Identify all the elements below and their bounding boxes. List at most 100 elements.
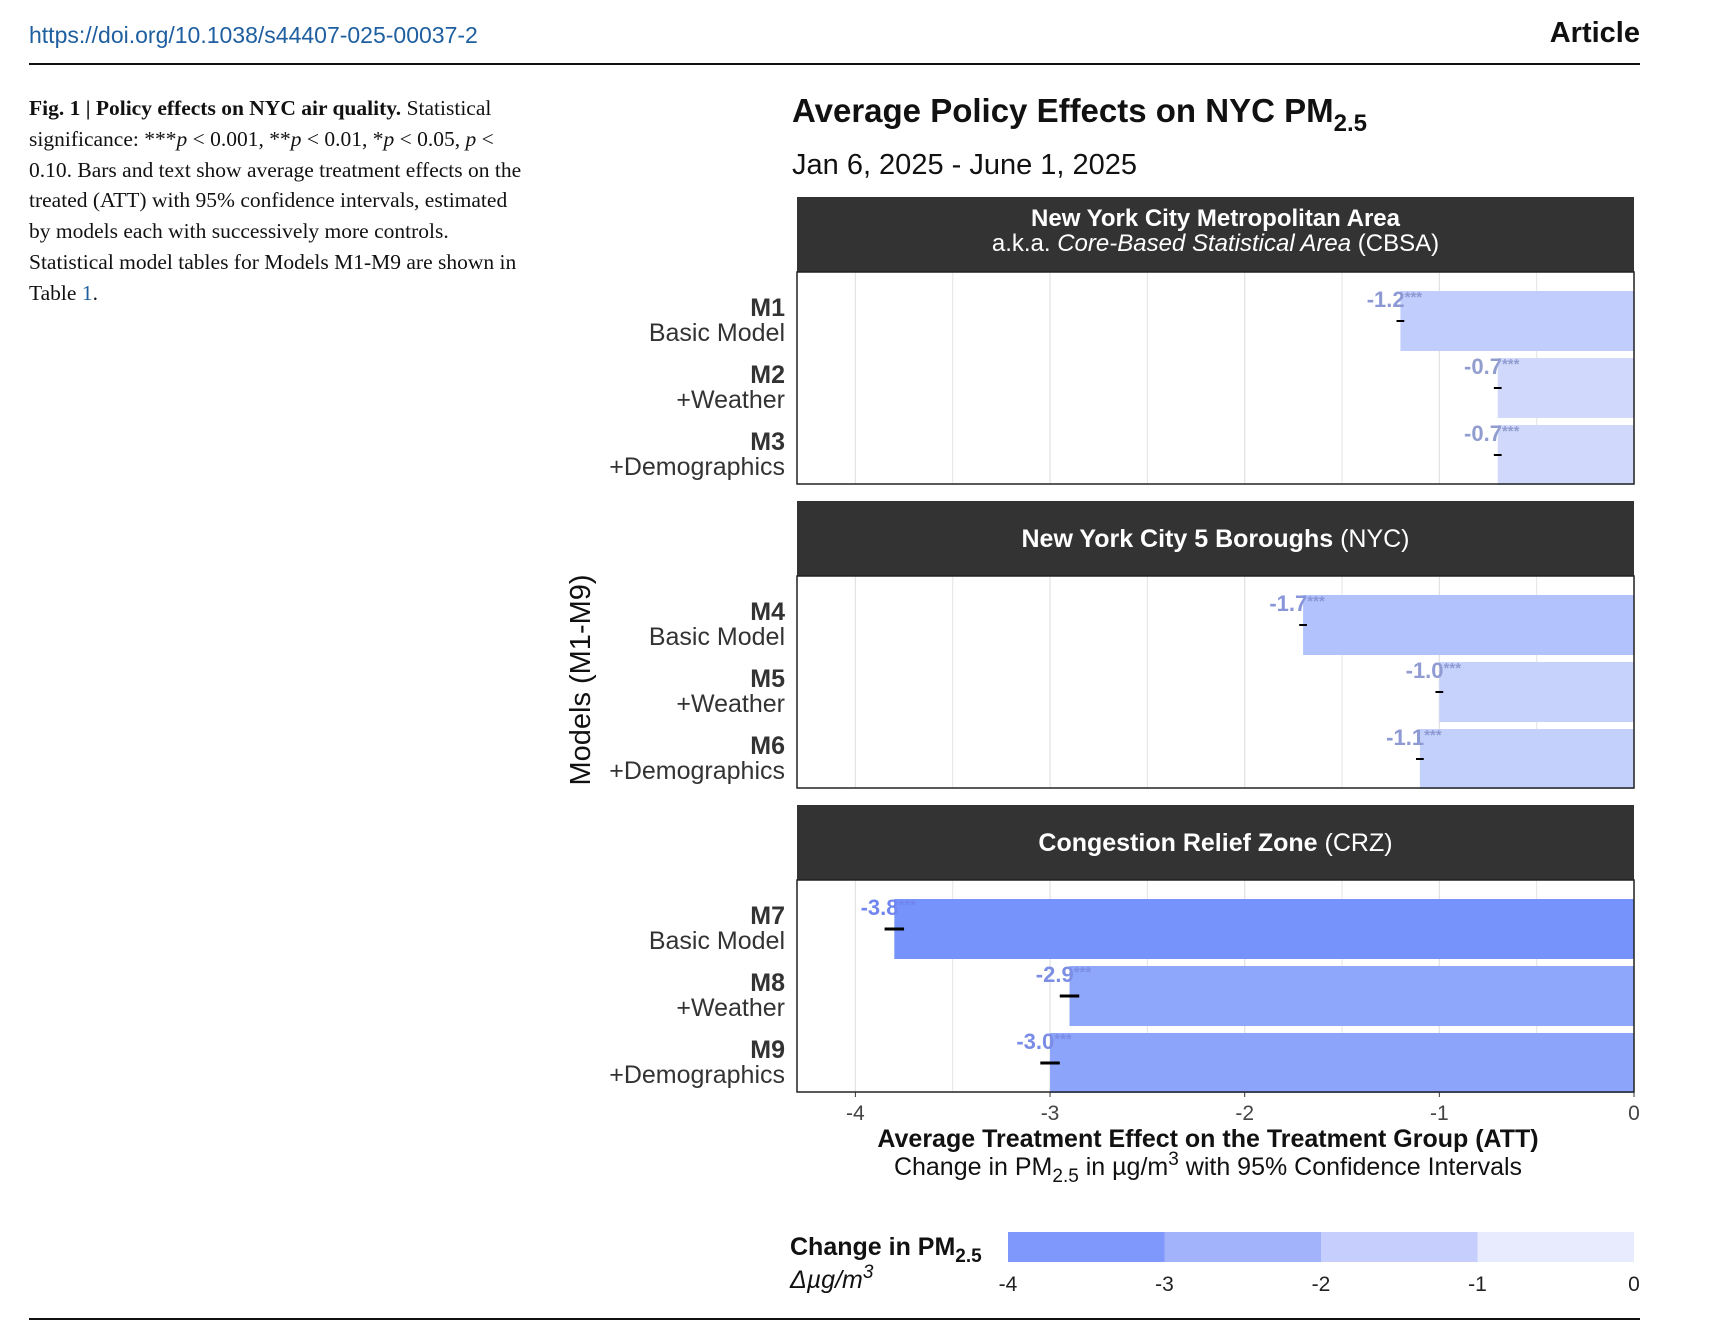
x-axis-sublabel-part-2: in µg/m [1079, 1153, 1168, 1181]
facet-title-bold: New York City Metropolitan Area [1031, 205, 1401, 232]
x-tick-label: -3 [1041, 1102, 1060, 1125]
facet-border [796, 575, 1635, 789]
caption-text-3: < 0.01, * [301, 126, 384, 151]
bottom-rule [29, 1318, 1640, 1320]
x-axis-label: Average Treatment Effect on the Treatmen… [877, 1125, 1538, 1153]
model-id-M4: M4 [750, 598, 785, 626]
facet-panel-2: New York City 5 Boroughs (NYC)-1.7***M4B… [609, 501, 1635, 789]
doi-link[interactable]: https://doi.org/10.1038/s44407-025-00037… [29, 22, 478, 48]
caption-text-6: . [92, 280, 98, 305]
facet-strip [797, 501, 1634, 576]
facet-strip [797, 805, 1634, 880]
caption-p-3: p [383, 126, 395, 151]
facet-title-bold: Congestion Relief Zone [1038, 829, 1317, 857]
value-label-stars: *** [1405, 289, 1423, 306]
value-label-number: -1.1 [1386, 725, 1424, 750]
caption-p-2: p [290, 126, 302, 151]
legend-unit-main: Δµg/m [789, 1266, 863, 1294]
model-id-M1: M1 [750, 294, 785, 322]
value-label-number: -0.7 [1464, 421, 1502, 446]
facet-title: New York City 5 Boroughs (NYC) [1021, 525, 1409, 553]
facet-title-line2-pre: a.k.a. [992, 230, 1057, 257]
value-label-M5: -1.0*** [1406, 658, 1462, 683]
color-legend: Change in PM2.5 Δµg/m3 -4 -3 -2 -1 0 [789, 1232, 1640, 1296]
value-label-M1: -1.2*** [1367, 287, 1423, 312]
model-id-M7: M7 [750, 902, 785, 930]
caption-p-4: p [465, 126, 477, 151]
bar-M3 [1497, 425, 1634, 485]
table-reference-link[interactable]: 1 [81, 280, 93, 305]
value-label-number: -3.8 [861, 895, 899, 920]
bar-M7 [894, 899, 1634, 959]
x-axis-sublabel-part-3: with 95% Confidence Intervals [1179, 1153, 1522, 1181]
bar-M4 [1303, 595, 1634, 655]
x-axis-sublabel-part-1: Change in PM [894, 1153, 1052, 1181]
value-label-number: -1.7 [1269, 591, 1307, 616]
facet-border [796, 271, 1635, 485]
facet-title-line2-italic: Core-Based Statistical Area [1057, 230, 1351, 257]
value-label-stars: *** [1424, 727, 1442, 744]
legend-tick-label: -4 [999, 1273, 1018, 1296]
value-label-number: -1.2 [1367, 287, 1405, 312]
chart-title: Average Policy Effects on NYC PM2.5 [792, 92, 1367, 137]
bar-M9 [1050, 1033, 1634, 1093]
model-id-M6: M6 [750, 732, 785, 760]
model-id-M9: M9 [750, 1036, 785, 1064]
top-rule [29, 63, 1640, 65]
value-label-M8: -2.9*** [1036, 962, 1092, 987]
value-label-M3: -0.7*** [1464, 421, 1520, 446]
caption-text-2: < 0.001, ** [187, 126, 291, 151]
model-id-M5: M5 [750, 665, 785, 693]
facet-title-normal: (NYC) [1333, 525, 1409, 553]
caption-text-1: Statistical significance: *** [29, 96, 492, 151]
model-desc-M1: Basic Model [649, 319, 785, 347]
chart-title-main: Average Policy Effects on NYC PM [792, 92, 1334, 129]
model-desc-M9: +Demographics [609, 1061, 785, 1089]
value-label-stars: *** [899, 897, 917, 914]
model-id-M3: M3 [750, 428, 785, 456]
facet-title-bold: New York City 5 Boroughs [1021, 525, 1333, 553]
value-label-stars: *** [1444, 660, 1462, 677]
model-desc-M5: +Weather [676, 690, 785, 718]
legend-tick-label: -3 [1155, 1273, 1174, 1296]
chart-title-subscript: 2.5 [1334, 110, 1367, 137]
section-label: Article [1549, 17, 1640, 49]
model-desc-M8: +Weather [676, 994, 785, 1022]
x-tick-label: -4 [846, 1102, 865, 1125]
facet-border [796, 879, 1635, 1093]
value-label-number: -2.9 [1036, 962, 1074, 987]
value-label-M9: -3.0*** [1016, 1029, 1072, 1054]
facet-title: Congestion Relief Zone (CRZ) [1038, 829, 1392, 857]
legend-unit-sup: 3 [863, 1262, 874, 1283]
model-desc-M6: +Demographics [609, 757, 785, 785]
facet-title-line2-post: (CBSA) [1351, 230, 1439, 257]
bar-M6 [1419, 729, 1634, 789]
legend-swatch [1477, 1232, 1634, 1262]
x-tick-label: 0 [1628, 1102, 1640, 1125]
chart-subtitle: Jan 6, 2025 - June 1, 2025 [792, 149, 1137, 181]
x-axis-sublabel-sub: 2.5 [1052, 1166, 1078, 1187]
value-label-stars: *** [1502, 423, 1520, 440]
legend-tick-label: 0 [1628, 1273, 1640, 1296]
facet-title-normal: (CRZ) [1318, 829, 1393, 857]
legend-swatch [1008, 1232, 1165, 1262]
value-label-M4: -1.7*** [1269, 591, 1325, 616]
caption-figure-label: Fig. 1 | Policy effects on NYC air quali… [29, 96, 402, 120]
value-label-M7: -3.8*** [861, 895, 917, 920]
value-label-number: -0.7 [1464, 354, 1502, 379]
figure-caption: Fig. 1 | Policy effects on NYC air quali… [29, 93, 529, 309]
bar-M5 [1439, 662, 1634, 722]
value-label-stars: *** [1502, 356, 1520, 373]
legend-unit: Δµg/m3 [789, 1262, 874, 1294]
caption-p-1: p [176, 126, 188, 151]
value-label-stars: *** [1054, 1031, 1072, 1048]
x-axis-sublabel-sup: 3 [1168, 1149, 1179, 1170]
model-id-M8: M8 [750, 969, 785, 997]
facet-title: New York City Metropolitan Area [1031, 205, 1401, 232]
legend-swatch [1321, 1232, 1478, 1262]
bar-M1 [1400, 291, 1634, 351]
model-id-M2: M2 [750, 361, 785, 389]
value-label-number: -3.0 [1016, 1029, 1054, 1054]
